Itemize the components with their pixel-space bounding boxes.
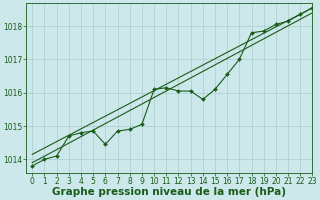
X-axis label: Graphe pression niveau de la mer (hPa): Graphe pression niveau de la mer (hPa) <box>52 187 286 197</box>
